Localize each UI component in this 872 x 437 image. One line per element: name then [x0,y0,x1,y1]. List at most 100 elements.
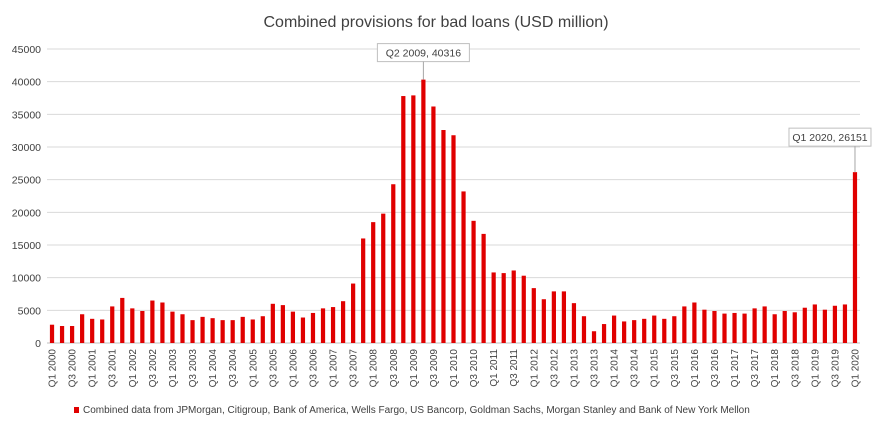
bar [541,299,546,343]
bar [80,314,85,343]
bar [622,321,627,343]
x-tick-label: Q3 2013 [590,349,601,388]
bar [712,310,717,343]
bar [120,297,125,343]
x-tick-label: Q3 2018 [790,349,801,388]
bar [270,303,275,343]
y-tick-label: 40000 [12,77,41,89]
bar [180,314,185,343]
bar [762,306,767,343]
x-tick-label: Q3 2005 [268,349,279,388]
annotation-label: Q1 2020, 26151 [792,132,867,144]
y-tick-label: 35000 [12,109,41,121]
x-tick-label: Q3 2019 [830,349,841,388]
y-tick-label: 25000 [12,175,41,187]
bar [150,300,155,343]
y-tick-label: 10000 [12,273,41,285]
bar [230,320,235,343]
bar [782,310,787,343]
bar [792,312,797,343]
bar [511,270,516,343]
bar [611,315,617,343]
bar [351,283,356,343]
x-tick-label: Q3 2014 [630,349,641,388]
y-tick-label: 5000 [18,305,42,317]
bars [49,79,858,344]
bar [692,302,697,343]
bar [260,316,265,343]
bar [401,96,406,343]
y-tick-label: 15000 [12,240,41,252]
x-tick-label: Q3 2008 [389,349,400,388]
x-tick-label: Q1 2000 [48,349,59,388]
bar [381,213,386,343]
x-tick-label: Q3 2003 [188,349,199,388]
x-axis-ticks: Q1 2000 Q3 2000 Q1 2001 Q3 2001 Q1 2002 Q3 20… [48,349,862,388]
bar [170,311,175,343]
bar [642,318,647,343]
bar [451,135,456,343]
x-tick-label: Q1 2002 [128,349,139,388]
bar [702,309,707,343]
y-tick-label: 30000 [12,142,41,154]
bar [371,222,376,343]
bar [501,273,506,343]
x-tick-label: Q1 2007 [329,349,340,388]
x-tick-label: Q1 2004 [208,349,219,388]
x-tick-label: Q3 2001 [108,349,119,388]
x-tick-label: Q3 2011 [509,349,520,387]
bar [752,308,757,343]
x-tick-label: Q1 2011 [489,349,500,387]
bar [471,220,476,343]
legend: Combined data from JPMorgan, Citigroup, … [74,405,750,416]
bar [361,238,366,343]
y-tick-label: 0 [35,338,41,350]
bar [772,314,777,343]
bar [320,308,326,343]
bar [652,315,657,343]
bar [481,233,486,343]
bar [140,310,145,343]
bar [812,304,817,343]
bar [411,95,416,344]
bar [110,306,115,343]
bar [531,288,536,343]
bar [561,291,567,343]
bar [581,316,587,343]
x-tick-label: Q1 2008 [369,349,380,388]
bar [190,320,195,343]
bar [521,275,526,343]
bar [431,106,436,343]
y-axis-ticks: 0 5000 10000 15000 20000 25000 30000 35000 40000… [12,44,41,350]
x-tick-label: Q1 2017 [730,349,741,388]
bar [551,291,556,343]
bar [160,302,165,343]
bar [310,312,316,343]
bar [732,312,737,343]
x-tick-label: Q1 2015 [650,349,661,388]
bar [59,326,65,343]
x-tick-label: Q3 2002 [148,349,159,388]
bar [441,130,446,343]
bar [210,318,215,343]
bar [220,320,225,343]
bar [340,301,346,343]
bar [69,326,75,343]
x-tick-label: Q1 2013 [569,349,580,388]
x-tick-label: Q1 2010 [449,349,460,388]
bar [290,311,296,343]
bar [280,305,285,343]
bar [250,319,255,343]
x-tick-label: Q1 2018 [770,349,781,388]
x-tick-label: Q1 2006 [288,349,299,388]
x-tick-label: Q3 2017 [750,349,761,388]
x-tick-label: Q3 2004 [228,349,239,388]
bar [682,306,687,343]
bar [842,304,848,343]
bar [461,191,466,343]
bar [240,316,245,343]
bar [722,313,727,343]
annotation-label: Q2 2009, 40316 [386,48,461,60]
